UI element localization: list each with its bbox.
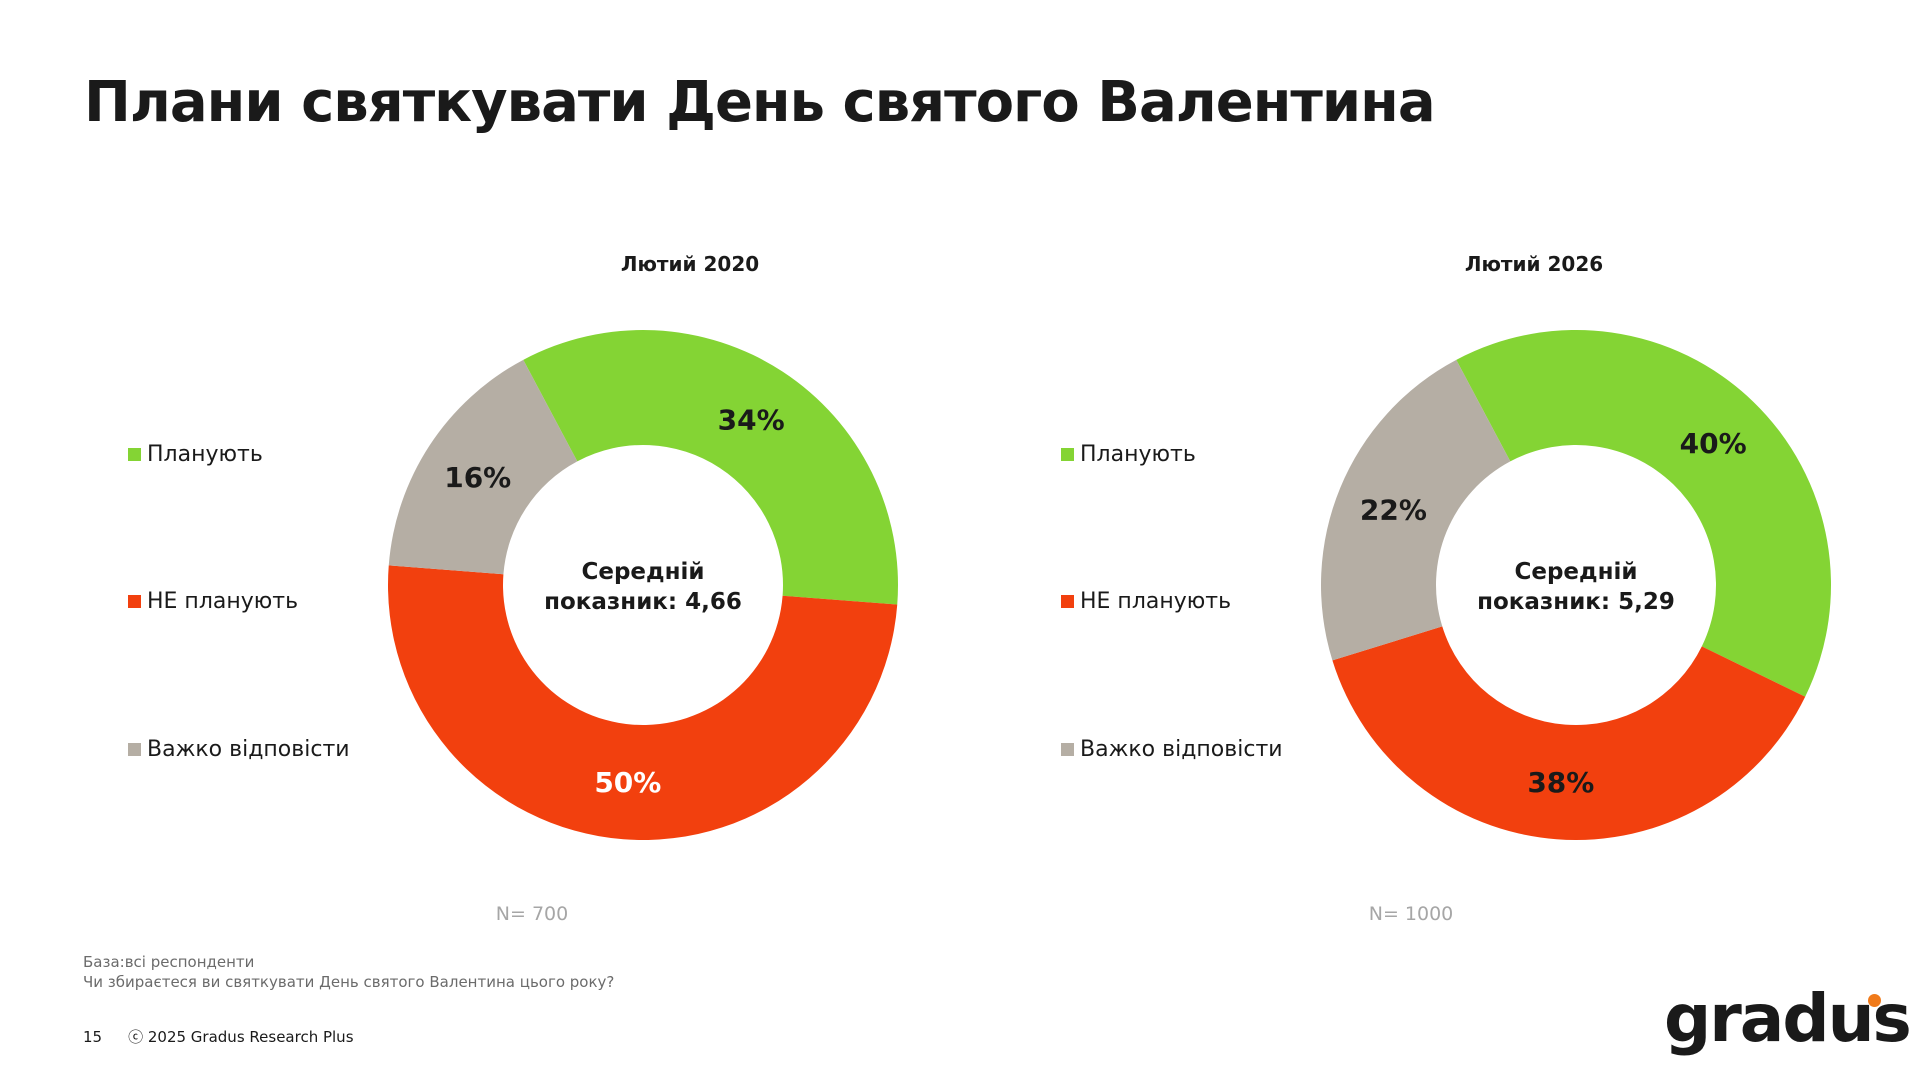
data-label: 40% [1680,427,1747,460]
donut-slice [388,359,578,575]
data-label: 38% [1527,766,1594,799]
chart-title-2026: Лютий 2026 [1464,252,1604,276]
legend-swatch-icon [1061,595,1074,608]
legend-swatch-icon [128,595,141,608]
legend-item-plan: Планують [1061,442,1196,467]
data-label: 34% [718,404,785,437]
legend-label: Важко відповісти [147,737,350,762]
center-text: Середній [1514,559,1637,585]
donut-slice [1456,329,1831,697]
legend-item-hard: Важко відповісти [128,737,350,762]
logo-dot-icon [1868,994,1881,1007]
sample-size-2026: N= 1000 [1368,903,1454,925]
page-title: Плани святкувати День святого Валентина [84,70,1436,135]
legend-item-hard: Важко відповісти [1061,737,1283,762]
legend-swatch-icon [128,448,141,461]
data-label: 16% [444,461,511,494]
legend-label: НЕ планують [147,589,299,614]
legend-swatch-icon [1061,448,1074,461]
legend-label: Планують [1080,442,1196,467]
legend-item-not-plan: НЕ планують [1061,589,1231,614]
sample-size-2020: N= 700 [495,903,569,925]
center-text: Середній [581,559,704,585]
footer: 15 ⓒ 2025 Gradus Research Plus [83,1026,354,1047]
center-text: показник: 4,66 [544,589,742,615]
legend-swatch-icon [128,743,141,756]
legend-item-plan: Планують [128,442,263,467]
legend-label: НЕ планують [1080,589,1232,614]
donut-slice [388,565,898,840]
legend-label: Планують [147,442,263,467]
base-note: База:всі респонденти [83,953,255,971]
donut-slice [1321,359,1511,661]
donut-slice [523,329,899,605]
page-number: 15 [83,1028,103,1046]
data-label: 50% [594,766,661,799]
donut-slice [1332,626,1806,841]
question-note: Чи збираєтеся ви святкувати День святого… [83,973,615,991]
gradus-logo: gradus [1664,980,1912,1057]
center-text: показник: 5,29 [1477,589,1675,615]
legend-item-not-plan: НЕ планують [128,589,298,614]
copyright: ⓒ 2025 Gradus Research Plus [128,1028,354,1046]
legend-swatch-icon [1061,743,1074,756]
data-label: 22% [1360,494,1427,527]
chart-title-2020: Лютий 2020 [620,252,760,276]
legend-label: Важко відповісти [1080,737,1283,762]
